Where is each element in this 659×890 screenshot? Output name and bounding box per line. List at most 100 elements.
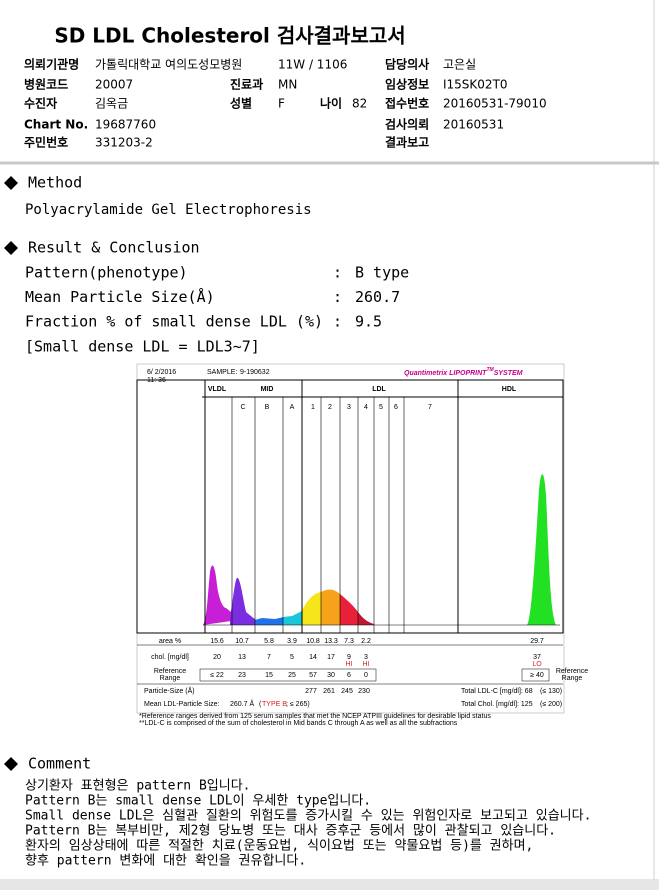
total-ldl-ref: (≤ 130) [540, 688, 562, 695]
reference-value: 0 [364, 672, 368, 679]
chol-value: 7 [267, 654, 271, 661]
section-title: Comment [28, 755, 91, 773]
reference-value: 30 [327, 672, 335, 679]
info-label: 의뢰기관명 [24, 57, 79, 72]
brand-part: SYSTEM [494, 370, 523, 377]
info-value: F [278, 97, 285, 111]
ldl4-peak [358, 612, 374, 625]
info-value: MN [278, 78, 297, 92]
result-label: Mean Particle Size(Å) [25, 287, 215, 306]
reference-box [521, 668, 550, 682]
reference-value: 25 [288, 672, 296, 679]
reference-value: 6 [347, 672, 351, 679]
section-title: Method [28, 174, 82, 192]
info-value: 가톨릭대학교 여의도성모병원 [95, 58, 242, 72]
info-label: 접수번호 [385, 96, 429, 111]
band-label: 6 [394, 404, 398, 411]
mid-a-peak [283, 610, 303, 625]
result-value: 260.7 [355, 288, 400, 306]
comment-line: 환자의 임상상태에 따른 적절한 치료(운동요법, 식이요법 또는 약물요법 등… [25, 839, 533, 854]
mean-type: TYPE B [262, 701, 287, 708]
group-label: VLDL [208, 386, 227, 393]
section-title: Result & Conclusion [28, 239, 200, 257]
comment-line: 상기환자 표현형은 pattern B입니다. [25, 779, 250, 794]
area-value: 5.8 [264, 638, 274, 645]
footnote: *Reference ranges derived from 125 serum… [139, 713, 491, 720]
ldl3-peak [340, 594, 358, 625]
area-value: 7.3 [344, 638, 354, 645]
info-value: 20160531 [443, 118, 504, 132]
comment-line: Pattern B는 복부비만, 제2형 당뇨병 또는 대사 증후군 등에서 많… [25, 824, 556, 839]
sample-label: SAMPLE: [207, 369, 237, 376]
info-value: 김옥금 [95, 97, 128, 111]
band-label: 2 [328, 404, 332, 411]
flag: HI [346, 661, 353, 668]
group-label: HDL [502, 386, 517, 393]
info-label: Chart No. [24, 118, 88, 132]
bullet-diamond [4, 757, 18, 771]
chol-value: 5 [290, 654, 294, 661]
info-value: 11W / 1106 [278, 58, 347, 72]
total-ldl: Total LDL-C [mg/dl]: 68 [461, 688, 533, 695]
report-time: 11: 36 [147, 377, 166, 384]
area-value: 29.7 [530, 638, 544, 645]
reference-value: 57 [309, 672, 317, 679]
mean-type-close: ; ≤ 265) [286, 701, 310, 708]
brand-part: Quantimetrix LIPOPRINT [404, 370, 487, 377]
flag: LO [532, 661, 542, 668]
band-label: C [240, 404, 245, 411]
image-frame [136, 363, 565, 714]
total-chol-ref: (≤ 200) [540, 701, 562, 708]
mean-value: 260.7 Å [230, 699, 254, 708]
band-label: 1 [311, 404, 315, 411]
result-separator: : [333, 313, 342, 331]
result-value: B type [355, 264, 409, 282]
brand: Quantimetrix LIPOPRINTTMSYSTEM [404, 367, 523, 377]
total-chol: Total Chol. [mg/dl]: 125 [461, 701, 533, 708]
chol-value: 37 [533, 654, 541, 661]
particle-value: 230 [358, 688, 370, 695]
particle-value: 261 [323, 688, 335, 695]
info-label: 병원코드 [24, 77, 68, 92]
info-value: I15SK02T0 [443, 78, 508, 92]
bullet-diamond [4, 176, 18, 190]
report-title: SD LDL Cholesterol 검사결과보고서 [54, 24, 405, 48]
mid-c-peak [230, 577, 256, 625]
band-label: 7 [428, 404, 432, 411]
result-separator: : [333, 288, 342, 306]
group-label: LDL [372, 386, 386, 393]
flag: HI [363, 661, 370, 668]
reference-value: ≤ 22 [210, 672, 224, 679]
mid-b-peak [255, 617, 284, 625]
row-label: Range [562, 675, 583, 682]
info-label: 임상정보 [385, 77, 429, 92]
comment-line: Small dense LDL은 심혈관 질환의 위험도를 증가시킬 수 있는 … [25, 809, 591, 824]
info-label: 주민번호 [24, 135, 68, 150]
group-label: MID [261, 386, 274, 393]
row-label: area % [159, 638, 181, 645]
info-label: 검사의뢰 [385, 117, 429, 132]
hdl-peak [527, 474, 556, 625]
row-label: chol. [mg/dl] [151, 654, 189, 661]
result-note: [Small dense LDL = LDL3~7] [25, 338, 260, 356]
info-label: 결과보고 [385, 135, 429, 150]
chol-value: 9 [347, 654, 351, 661]
reference-value: 23 [238, 672, 246, 679]
band-label: 5 [379, 404, 383, 411]
result-value: 9.5 [355, 313, 382, 331]
electrophoresis-report [136, 363, 565, 714]
reference-box [199, 668, 377, 682]
footnote: **LDL-C is comprised of the sum of chole… [139, 720, 458, 727]
plot-frame [136, 379, 564, 634]
comment-line: Pattern B는 small dense LDL이 우세한 type입니다. [25, 794, 371, 809]
chol-value: 20 [213, 654, 221, 661]
mean-label: Mean LDL-Particle Size: [144, 701, 220, 708]
sample-id: 9-190632 [240, 369, 270, 376]
ldl2-peak [321, 589, 340, 625]
particle-value: 245 [341, 688, 353, 695]
row-label: Reference [154, 668, 186, 675]
info-value: 20160531-79010 [443, 97, 547, 111]
info-label: 진료과 [230, 77, 263, 92]
result-label: Pattern(phenotype) [25, 264, 188, 282]
